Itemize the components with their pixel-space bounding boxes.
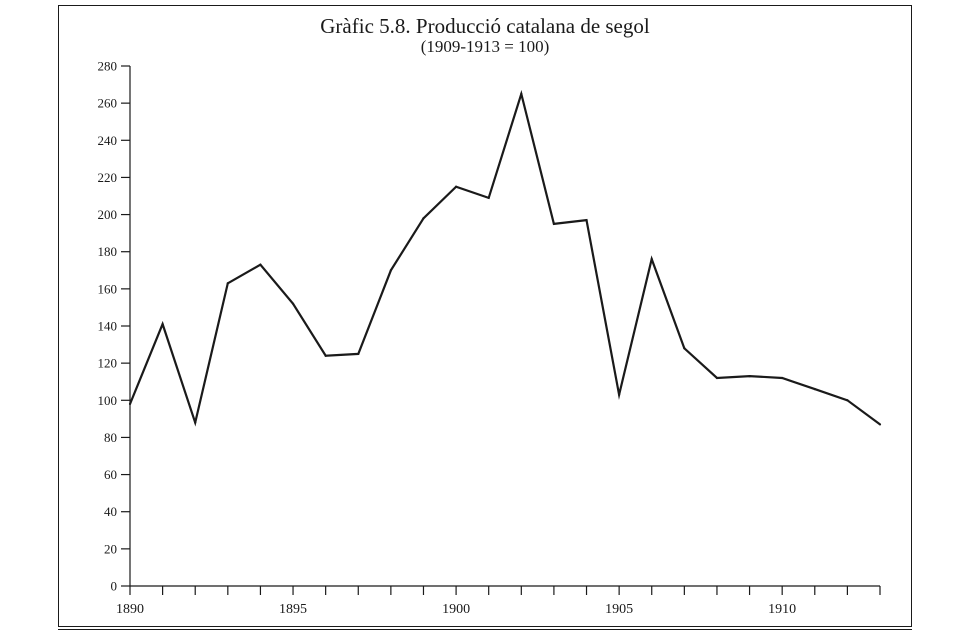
y-tick-label: 60: [104, 467, 117, 482]
x-tick-label: 1910: [768, 602, 796, 617]
y-tick-label: 20: [104, 541, 117, 556]
y-tick-label: 100: [98, 393, 118, 408]
data-point: [585, 219, 588, 222]
data-point: [650, 258, 653, 261]
x-axis: 1890 1895 1900 1905 1910: [116, 585, 881, 617]
series-layer: [128, 89, 882, 427]
data-point: [194, 421, 197, 424]
y-tick-label: 80: [104, 430, 117, 445]
data-point: [357, 352, 360, 355]
chart-title: Gràfic 5.8. Producció catalana de segol: [320, 14, 650, 38]
data-point: [878, 423, 882, 426]
y-tick-label: 40: [104, 504, 117, 519]
bottom-rule: [58, 629, 912, 630]
y-tick-label: 160: [98, 281, 118, 296]
data-point: [715, 376, 719, 380]
x-tick-label: 1895: [279, 602, 307, 617]
y-tick-label: 120: [98, 356, 118, 371]
data-point: [487, 196, 490, 199]
data-point: [324, 354, 327, 357]
y-tick-label: 260: [98, 96, 118, 111]
data-point: [683, 347, 686, 350]
data-point: [389, 269, 392, 272]
data-point: [422, 217, 425, 220]
data-point: [781, 376, 784, 380]
data-point: [748, 375, 751, 378]
data-point: [291, 302, 295, 305]
data-point: [846, 399, 849, 402]
data-point: [618, 393, 621, 396]
data-point: [128, 402, 132, 406]
data-point: [552, 222, 556, 225]
x-tick-label: 1905: [605, 602, 633, 617]
data-point: [226, 282, 229, 285]
y-tick-label: 140: [98, 319, 118, 334]
y-tick-label: 240: [98, 133, 118, 148]
series-line: [128, 89, 881, 427]
y-tick-label: 0: [111, 579, 118, 594]
y-axis: 0 20 40 60 80 100 120 140 160 180 200 220 240 260 280: [98, 59, 131, 594]
y-tick-label: 220: [98, 170, 118, 185]
data-point: [520, 92, 523, 95]
x-tick-label: 1900: [442, 602, 470, 617]
data-point: [454, 185, 458, 188]
data-point: [161, 323, 164, 326]
y-tick-label: 200: [98, 207, 118, 222]
y-tick-label: 180: [98, 244, 118, 259]
chart-frame: [58, 5, 912, 627]
y-tick-label: 280: [98, 59, 118, 74]
data-point: [259, 263, 262, 266]
chart-subtitle: (1909-1913 = 100): [420, 37, 550, 56]
data-point: [813, 388, 816, 391]
x-tick-label: 1890: [116, 602, 144, 617]
